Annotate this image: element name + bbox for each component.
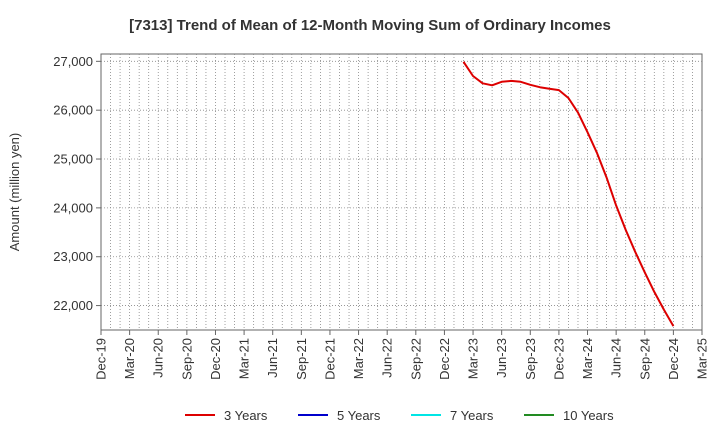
x-tick-label: Sep-20: [179, 338, 194, 380]
x-tick-label: Jun-24: [609, 338, 624, 378]
legend-item: 10 Years: [524, 408, 614, 423]
legend-label: 3 Years: [224, 408, 268, 423]
x-tick-label: Dec-24: [666, 338, 681, 380]
legend-label: 5 Years: [337, 408, 381, 423]
x-tick-label: Mar-23: [466, 338, 481, 379]
x-tick-label: Dec-19: [94, 338, 109, 380]
x-tick-label: Jun-20: [151, 338, 166, 378]
x-tick-label: Sep-22: [408, 338, 423, 380]
series-line-3-years: [462, 61, 675, 327]
x-tick-label: Sep-21: [294, 338, 309, 380]
x-tick-label: Mar-22: [351, 338, 366, 379]
x-axis: Dec-19 Mar-20 Jun-20 Sep-20 Dec-20 Mar-21 Jun-…: [94, 330, 710, 380]
legend-item: 7 Years: [411, 408, 494, 423]
x-tick-label: Jun-21: [265, 338, 280, 378]
plot-area: [100, 53, 703, 331]
x-tick-label: Dec-22: [437, 338, 452, 380]
legend-label: 7 Years: [450, 408, 494, 423]
chart-title: [7313] Trend of Mean of 12-Month Moving …: [129, 17, 611, 34]
legend-item: 5 Years: [298, 408, 381, 423]
x-tick-label: Dec-23: [551, 338, 566, 380]
x-tick-label: Dec-21: [322, 338, 337, 380]
legend: 3 Years 5 Years 7 Years 10 Years: [185, 408, 614, 423]
x-tick-label: Sep-23: [523, 338, 538, 380]
horizontal-gridlines: [101, 60, 702, 306]
vertical-gridlines: [110, 54, 693, 330]
x-tick-label: Mar-21: [237, 338, 252, 379]
y-tick-label: 25,000: [53, 152, 93, 167]
x-tick-label: Jun-22: [380, 338, 395, 378]
y-tick-label: 27,000: [53, 54, 93, 69]
y-tick-label: 26,000: [53, 103, 93, 118]
y-tick-label: 22,000: [53, 298, 93, 313]
x-tick-label: Mar-20: [122, 338, 137, 379]
y-axis-label: Amount (million yen): [7, 133, 22, 252]
x-tick-label: Jun-23: [494, 338, 509, 378]
y-tick-label: 23,000: [53, 249, 93, 264]
series-lines: [462, 61, 675, 327]
legend-item: 3 Years: [185, 408, 268, 423]
y-axis: 22,000 23,000 24,000 25,000 26,000 27,000: [53, 54, 101, 313]
x-tick-label: Mar-24: [580, 338, 595, 379]
y-tick-label: 24,000: [53, 200, 93, 215]
x-tick-label: Mar-25: [695, 338, 710, 379]
legend-label: 10 Years: [563, 408, 614, 423]
x-tick-label: Dec-20: [208, 338, 223, 380]
x-tick-label: Sep-24: [637, 338, 652, 380]
